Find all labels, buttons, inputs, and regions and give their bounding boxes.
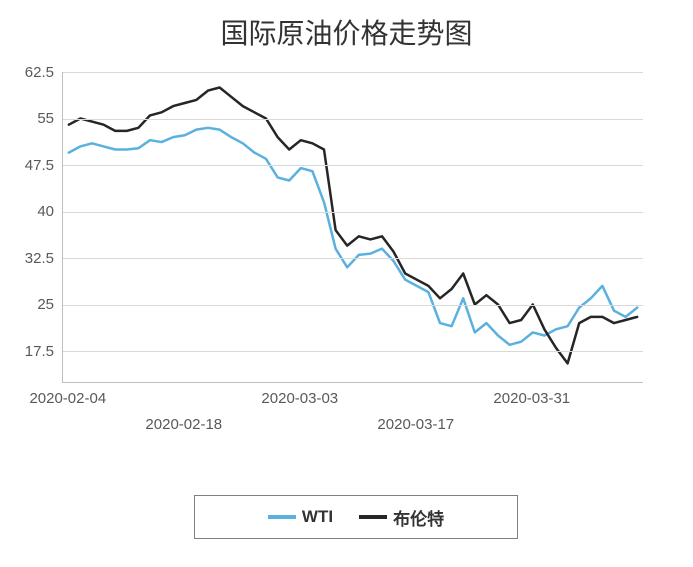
y-tick-label: 40 [0,203,54,220]
y-tick-label: 32.5 [0,250,54,267]
legend-item-WTI: WTI [268,507,333,527]
oil-price-chart: 国际原油价格走势图 17.5 25 32.5 40 47.5 55 62.5 2020-02… [0,0,693,567]
gridline [63,119,643,120]
x-tick-label: 2020-02-04 [0,390,143,407]
gridline [63,305,643,306]
x-tick-label: 2020-03-31 [457,390,607,407]
y-tick-label: 55 [0,110,54,127]
y-tick-label: 17.5 [0,343,54,360]
series-WTI [69,128,637,345]
legend-item-brent: 布伦特 [359,505,444,530]
chart-title: 国际原油价格走势图 [0,12,693,52]
legend-swatch [268,515,296,519]
plot-area [62,72,643,383]
gridline [63,212,643,213]
gridline [63,165,643,166]
y-tick-label: 47.5 [0,157,54,174]
gridline [63,258,643,259]
gridline [63,72,643,73]
y-tick-label: 25 [0,296,54,313]
y-tick-label: 62.5 [0,64,54,81]
x-tick-label: 2020-03-03 [225,390,375,407]
series-brent [69,88,637,364]
legend-label: 布伦特 [393,505,444,530]
x-tick-label: 2020-03-17 [341,416,491,433]
legend-swatch [359,515,387,519]
legend-label: WTI [302,507,333,527]
gridline [63,351,643,352]
x-tick-label: 2020-02-18 [109,416,259,433]
legend: WTI 布伦特 [194,495,518,539]
